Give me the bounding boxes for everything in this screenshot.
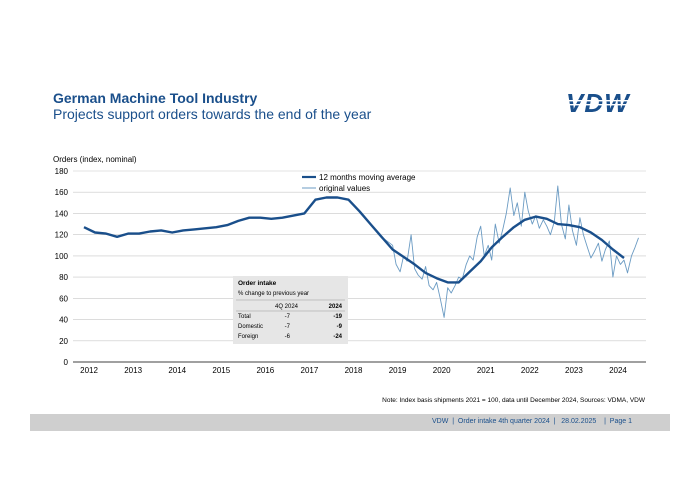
x-tick-label: 2022 [521, 366, 539, 375]
x-tick-label: 2021 [477, 366, 495, 375]
y-tick-label: 180 [55, 167, 69, 176]
page-title: German Machine Tool Industry [53, 90, 258, 106]
inset-row-foreign-y: -24 [333, 334, 342, 340]
inset-col-year: 2024 [329, 304, 343, 310]
x-tick-label: 2013 [124, 366, 142, 375]
x-tick-label: 2023 [565, 366, 583, 375]
series-line-moving-average [83, 196, 625, 284]
series-line-original-values [83, 185, 639, 318]
y-tick-labels: 0 20 40 60 80 100 120 140 160 180 [55, 167, 69, 367]
y-tick-label: 160 [55, 188, 69, 197]
x-tick-label: 2024 [609, 366, 627, 375]
x-tick-labels: 2012 2013 2014 2015 2016 2017 2018 2019 2020 2021… [80, 366, 627, 375]
y-axis-label: Orders (index, nominal) [53, 155, 137, 164]
legend: 12 months moving average original values [302, 173, 416, 193]
series-group [83, 185, 639, 318]
inset-row-total-label: Total [238, 314, 251, 320]
y-tick-label: 40 [59, 316, 68, 325]
y-tick-label: 0 [64, 358, 69, 367]
source-note: Note: Index basis shipments 2021 = 100, … [382, 397, 645, 404]
inset-row-domestic-y: -9 [337, 324, 343, 330]
x-tick-label: 2018 [345, 366, 363, 375]
y-tick-label: 100 [55, 252, 69, 261]
x-tick-label: 2014 [168, 366, 186, 375]
inset-col-quarter: 4Q 2024 [275, 304, 299, 310]
inset-background [233, 276, 348, 344]
y-tick-label: 120 [55, 231, 69, 240]
y-tick-label: 60 [59, 294, 68, 303]
inset-row-foreign-label: Foreign [238, 334, 258, 340]
x-tick-label: 2019 [389, 366, 407, 375]
vdw-logo-text: VDW [566, 90, 631, 116]
inset-row-domestic-q: -7 [285, 324, 291, 330]
footer-bar: VDW | Order intake 4th quarter 2024 | 28… [30, 414, 670, 431]
inset-row-total-y: -19 [333, 314, 342, 320]
x-tick-label: 2020 [433, 366, 451, 375]
inset-title: Order intake [238, 280, 277, 287]
inset-row-total-q: -7 [285, 314, 291, 320]
footer-text: VDW | Order intake 4th quarter 2024 | 28… [431, 418, 632, 425]
page-subtitle: Projects support orders towards the end … [53, 106, 372, 122]
inset-subtitle: % change to previous year [238, 291, 309, 297]
x-tick-label: 2012 [80, 366, 98, 375]
inset-row-foreign-q: -6 [285, 334, 291, 340]
inset-row-domestic-label: Domestic [238, 324, 263, 330]
x-tick-label: 2017 [301, 366, 319, 375]
vdw-logo: VDW [566, 90, 648, 116]
x-tick-label: 2016 [256, 366, 274, 375]
y-tick-label: 20 [59, 337, 68, 346]
y-tick-label: 80 [59, 273, 68, 282]
x-tick-label: 2015 [212, 366, 230, 375]
order-intake-table: Order intake % change to previous year 4… [233, 276, 348, 344]
legend-orig-label: original values [319, 184, 370, 193]
legend-ma-label: 12 months moving average [319, 173, 416, 182]
y-tick-label: 140 [55, 209, 69, 218]
grid-lines [73, 170, 646, 363]
